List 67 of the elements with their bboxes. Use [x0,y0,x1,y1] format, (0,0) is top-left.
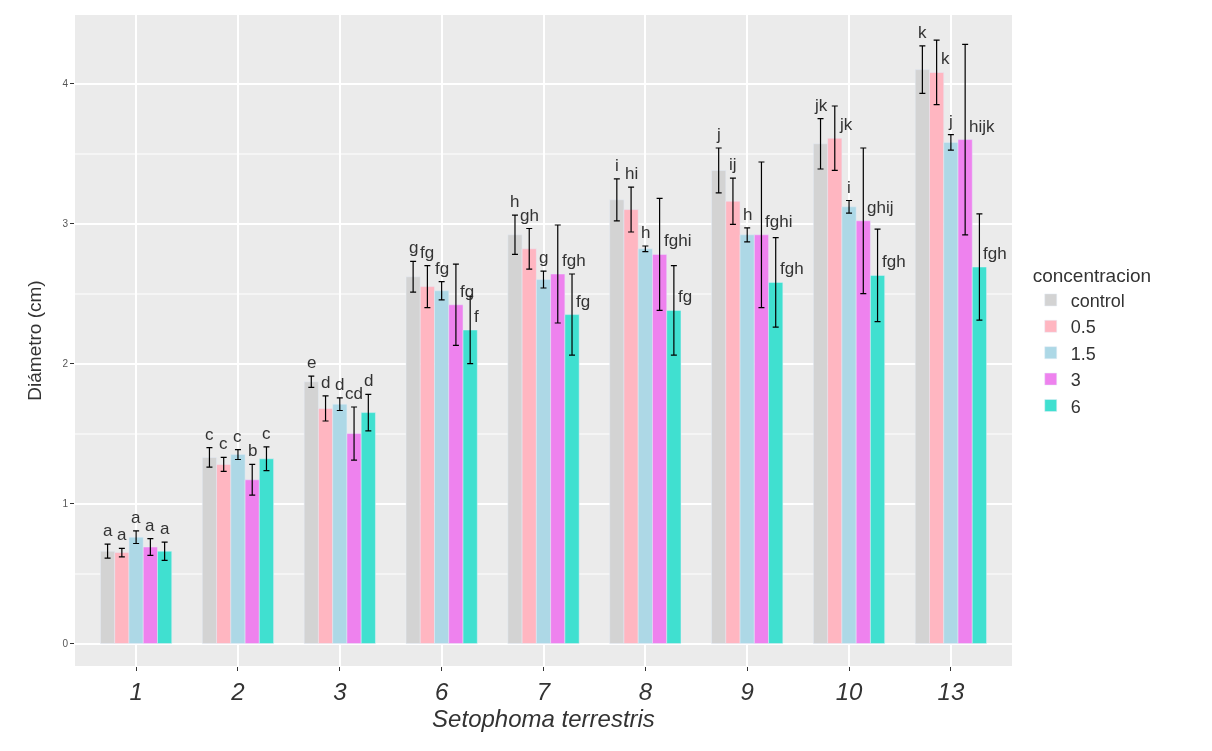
y-axis-title: Diámetro (cm) [24,280,46,401]
x-tick-label: 9 [740,677,754,705]
data-label: a [103,521,113,540]
y-tick-label: 2 [62,358,69,370]
data-label: fghi [664,231,692,250]
data-label: j [948,112,953,131]
data-label: d [335,375,345,394]
x-tick-label: 8 [638,677,653,705]
data-label: fgh [983,244,1007,263]
data-label: hijk [969,117,996,136]
data-label: i [847,178,851,197]
data-label: fg [435,259,450,278]
data-label: jk [839,115,853,134]
data-label: fghi [765,212,793,231]
x-tick-label: 13 [937,677,965,705]
data-label: h [510,192,520,211]
data-label: a [117,525,127,544]
x-axis-title: Setophoma terrestris [432,704,655,732]
data-label: hi [625,164,639,183]
data-label: ij [729,155,737,174]
legend-label: control [1070,290,1125,311]
data-label: gh [520,206,539,225]
legend-title: concentracion [1032,264,1152,286]
x-tick-label: 10 [835,677,864,705]
data-label: i [615,156,619,175]
data-label: ghij [867,198,894,217]
data-label: fg [678,287,693,306]
data-label: b [248,441,258,460]
x-tick-label: 3 [333,677,348,705]
data-label: cd [345,384,363,403]
x-tick-label: 1 [129,677,143,705]
data-label: c [233,427,242,446]
data-label: a [131,508,141,527]
y-tick-label: 4 [62,78,69,90]
legend-label: 0.5 [1070,317,1096,338]
x-tick-label: 7 [536,677,552,705]
data-label: fg [576,292,591,311]
data-label: e [307,353,317,372]
data-label: c [262,424,271,443]
y-tick-label: 1 [62,498,69,510]
data-label: c [205,425,214,444]
data-label: fgh [882,252,906,271]
data-label: j [716,125,721,144]
data-label: g [539,248,549,267]
data-label: fg [420,243,435,262]
data-label: jk [814,96,828,115]
legend-label: 6 [1070,396,1081,417]
data-label: g [409,238,419,257]
data-label: k [941,49,950,68]
data-label: f [474,307,479,326]
data-label: h [743,205,753,224]
data-label: d [321,373,331,392]
legend-label: 1.5 [1070,343,1096,364]
y-tick-label: 3 [62,218,69,230]
legend-label: 3 [1070,370,1081,391]
data-label: fgh [562,251,586,270]
data-label: a [160,519,170,538]
data-label: h [641,223,651,242]
data-label: d [364,371,374,390]
x-tick-label: 2 [230,677,245,705]
x-tick-label: 6 [434,677,449,705]
y-tick-label: 0 [62,638,69,650]
data-label: k [918,23,927,42]
data-label: c [219,434,228,453]
data-label: fgh [780,259,804,278]
data-label: fg [460,282,475,301]
data-label: a [145,516,155,535]
